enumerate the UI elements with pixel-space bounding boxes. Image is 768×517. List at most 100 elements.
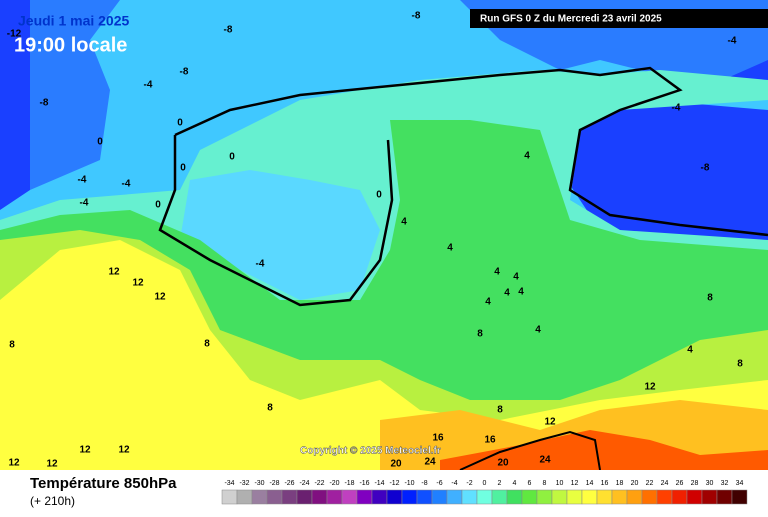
contour-label: -8 xyxy=(701,163,710,174)
contour-label: -4 xyxy=(122,179,131,190)
legend-swatch xyxy=(521,489,538,505)
contour-label: 0 xyxy=(155,200,161,211)
contour-label: -8 xyxy=(180,67,189,78)
legend-swatch xyxy=(731,489,748,505)
legend-swatch xyxy=(446,489,463,505)
legend-swatch xyxy=(626,489,643,505)
legend: -34 -32 -30 -28 -26 -24 -22 -20 -18 -16 -14 -12 -10-… xyxy=(221,480,748,505)
legend-tick: -18 xyxy=(344,480,354,487)
legend-tick: -16 xyxy=(359,480,369,487)
legend-tick: 24 xyxy=(661,480,669,487)
legend-tick: 28 xyxy=(691,480,699,487)
footer-lead: (+ 210h) xyxy=(30,494,75,508)
legend-swatch xyxy=(341,489,358,505)
contour-label: 8 xyxy=(9,340,15,351)
legend-tick: 22 xyxy=(646,480,654,487)
isotherm xyxy=(459,430,601,471)
contour-label: 8 xyxy=(497,405,503,416)
legend-swatch xyxy=(701,489,718,505)
contour-label: -8 xyxy=(40,98,49,109)
legend-tick: 8 xyxy=(543,480,547,487)
contour-label: 16 xyxy=(432,433,444,444)
legend-swatch xyxy=(491,489,508,505)
contour-label: 4 xyxy=(504,288,510,299)
legend-tick: 18 xyxy=(616,480,624,487)
zero-isotherm xyxy=(158,66,768,307)
contour-label: 12 xyxy=(79,445,91,456)
legend-tick: 20 xyxy=(631,480,639,487)
legend-tick: -24 xyxy=(299,480,309,487)
legend-tick: -4 xyxy=(451,480,457,487)
contour-label: 24 xyxy=(424,457,436,468)
legend-tick: -2 xyxy=(466,480,472,487)
legend-tick: 4 xyxy=(513,480,517,487)
contour-label: 4 xyxy=(524,151,530,162)
contour-label: 12 xyxy=(644,382,656,393)
legend-tick: -8 xyxy=(421,480,427,487)
legend-tick: 12 xyxy=(571,480,579,487)
legend-swatch xyxy=(281,489,298,505)
contour-label: 4 xyxy=(447,243,453,254)
contour-label: -4 xyxy=(78,175,87,186)
footer-title: Température 850hPa xyxy=(30,475,177,492)
contour-label: 0 xyxy=(376,190,382,201)
legend-tick: 6 xyxy=(528,480,532,487)
legend-swatch xyxy=(596,489,613,505)
contour-label: -4 xyxy=(672,103,681,114)
contour-label: 0 xyxy=(97,137,103,148)
legend-tick: -10 xyxy=(404,480,414,487)
contour-label: 8 xyxy=(477,329,483,340)
legend-swatch xyxy=(356,489,373,505)
contour-label: 4 xyxy=(401,217,407,228)
legend-tick: -12 xyxy=(389,480,399,487)
legend-tick: -32 xyxy=(239,480,249,487)
legend-swatch xyxy=(251,489,268,505)
legend-tick: 10 xyxy=(556,480,564,487)
contour-label: 12 xyxy=(154,292,166,303)
legend-tick: -20 xyxy=(329,480,339,487)
legend-swatch xyxy=(551,489,568,505)
contour-label: 4 xyxy=(535,325,541,336)
contour-label: -12 xyxy=(7,29,22,40)
legend-tick: 14 xyxy=(586,480,594,487)
legend-swatch xyxy=(671,489,688,505)
legend-swatch xyxy=(641,489,658,505)
ocean-cold-pocket xyxy=(180,170,380,300)
legend-swatch xyxy=(266,489,283,505)
contour-label: 4 xyxy=(494,267,500,278)
very-hot-zone xyxy=(440,430,768,470)
legend-swatch xyxy=(416,489,433,505)
contour-label: 24 xyxy=(539,455,551,466)
legend-tick: -30 xyxy=(254,480,264,487)
legend-tick: -6 xyxy=(436,480,442,487)
contour-labels: -12 -8 -8 -4 -8 -4 -8 0 -4 0 0 0 -4 -4 -4 0 -8 4 0 4 -4 12 12 1… xyxy=(7,11,743,470)
legend-swatch xyxy=(401,489,418,505)
legend-tick: -28 xyxy=(269,480,279,487)
legend-swatch xyxy=(461,489,478,505)
legend-swatch xyxy=(506,489,523,505)
legend-swatch xyxy=(296,489,313,505)
legend-tick: 30 xyxy=(706,480,714,487)
contour-label: 8 xyxy=(737,359,743,370)
contour-label: 8 xyxy=(707,293,713,304)
legend-tick: 0 xyxy=(483,480,487,487)
contour-label: -4 xyxy=(144,80,153,91)
contour-label: 12 xyxy=(46,459,58,470)
run-box xyxy=(470,9,768,28)
contour-label: 12 xyxy=(544,417,556,428)
copyright: Copyright © 2025 Meteociel.fr xyxy=(300,446,441,457)
legend-swatch xyxy=(371,489,388,505)
legend-tick: 34 xyxy=(736,480,744,487)
legend-swatch xyxy=(536,489,553,505)
contour-label: 0 xyxy=(180,163,186,174)
contour-label: 12 xyxy=(108,267,120,278)
legend-swatch xyxy=(326,489,343,505)
contour-label: 8 xyxy=(267,403,273,414)
legend-swatch xyxy=(716,489,733,505)
legend-swatch xyxy=(476,489,493,505)
legend-tick: -34 xyxy=(224,480,234,487)
contour-label: -4 xyxy=(80,198,89,209)
contour-label: -4 xyxy=(256,259,265,270)
contour-label: 20 xyxy=(497,458,509,469)
